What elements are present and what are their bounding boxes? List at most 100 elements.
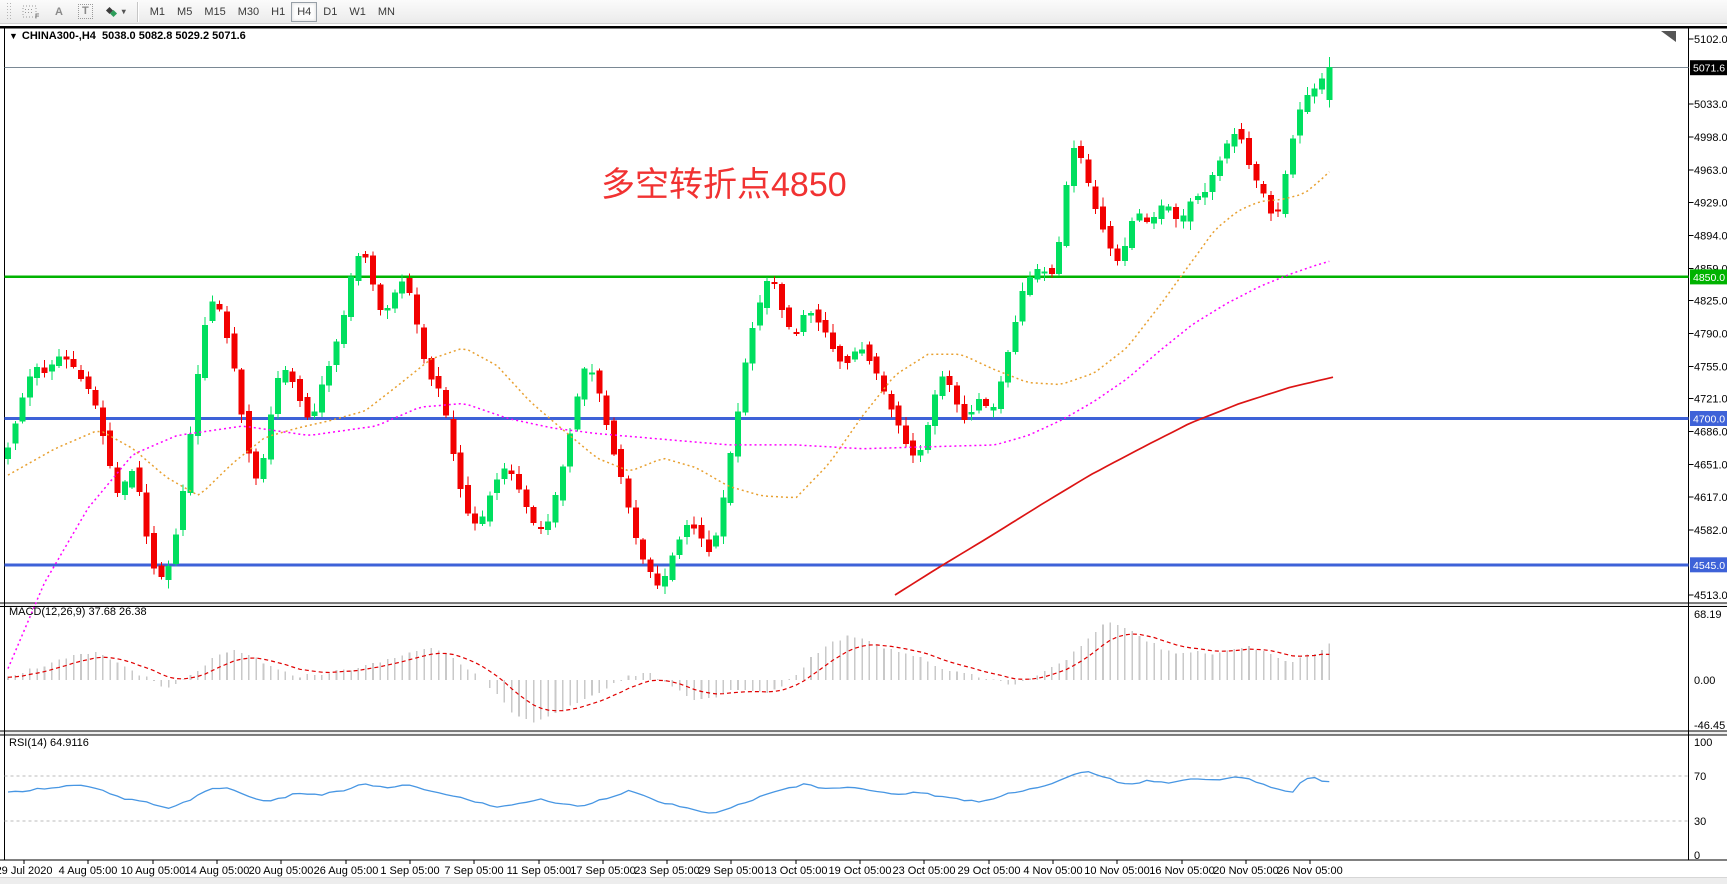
chart-canvas[interactable]: 5102.05033.04998.04963.04929.04894.04859… bbox=[0, 26, 1727, 884]
text-annotation[interactable]: 多空转折点4850 bbox=[601, 166, 847, 204]
dropdown-caret-icon: ▾ bbox=[121, 7, 126, 16]
candle-body bbox=[245, 410, 252, 454]
objects-icon[interactable]: ▾ bbox=[99, 2, 132, 22]
main-pane[interactable] bbox=[4, 28, 1689, 604]
candle-body bbox=[1289, 138, 1296, 175]
candle-body bbox=[1282, 173, 1289, 215]
candle-body bbox=[771, 281, 778, 284]
candle-body bbox=[333, 341, 340, 366]
date-label: 17 Sep 05:00 bbox=[570, 865, 635, 877]
price-tick-label: 4755.0 bbox=[1694, 362, 1727, 374]
candle-body bbox=[888, 393, 895, 410]
candle-body bbox=[370, 255, 376, 285]
candle-body bbox=[1297, 109, 1304, 136]
candle-body bbox=[70, 358, 77, 368]
candle-body bbox=[1107, 226, 1114, 249]
candle-body bbox=[1041, 271, 1048, 274]
candle-body bbox=[289, 371, 296, 383]
date-label: 14 Aug 05:00 bbox=[185, 865, 250, 877]
date-label: 26 Aug 05:00 bbox=[314, 865, 379, 877]
candle-body bbox=[1092, 186, 1099, 209]
timeframe-button-h4[interactable]: H4 bbox=[291, 1, 318, 22]
macd-tick-label: -46.45 bbox=[1694, 720, 1725, 732]
price-tag-text: 4545.0 bbox=[1693, 560, 1725, 572]
price-tag-5071.6 bbox=[1690, 60, 1727, 76]
candle-body bbox=[48, 364, 55, 372]
price-tag-text: 4850.0 bbox=[1693, 272, 1725, 284]
candle-body bbox=[63, 356, 70, 360]
text-box-icon[interactable]: T bbox=[72, 2, 99, 22]
timeframe-button-m15[interactable]: M15 bbox=[204, 5, 226, 18]
objects-icon-glyph bbox=[105, 6, 117, 17]
candle-body bbox=[669, 555, 676, 581]
macd-pane[interactable] bbox=[4, 606, 1689, 732]
candle-body bbox=[92, 390, 99, 406]
timeframe-button-d1[interactable]: D1 bbox=[323, 5, 338, 18]
candle-body bbox=[231, 333, 238, 369]
candle-body bbox=[829, 332, 836, 349]
date-label: 13 Oct 05:00 bbox=[765, 865, 828, 877]
candle-body bbox=[961, 403, 968, 421]
candle-body bbox=[844, 356, 851, 363]
timeframe-button-h1[interactable]: H1 bbox=[271, 5, 286, 18]
candle-body bbox=[589, 372, 595, 375]
candle-body bbox=[41, 367, 48, 373]
chart-shift-marker[interactable] bbox=[1661, 31, 1676, 42]
rsi-tick-label: 70 bbox=[1694, 771, 1706, 783]
price-tag-4545.0 bbox=[1690, 557, 1727, 573]
candle-body bbox=[508, 470, 515, 474]
candle-body bbox=[450, 418, 457, 454]
candle-body bbox=[143, 492, 150, 537]
rsi-line bbox=[7, 771, 1330, 814]
timeframe-buttons: M1 M5 M15 M30 H1 H4 D1 W1 MN bbox=[144, 1, 401, 22]
candle-body bbox=[1267, 195, 1274, 214]
timeframe-button-w1[interactable]: W1 bbox=[349, 5, 366, 18]
candle-body bbox=[85, 376, 92, 390]
candle-body bbox=[749, 328, 756, 364]
date-label: 23 Sep 05:00 bbox=[634, 865, 699, 877]
candle-body bbox=[165, 566, 172, 581]
candle-body bbox=[881, 375, 887, 392]
font-a-icon[interactable]: A bbox=[55, 5, 63, 18]
rsi-tick-label: 0 bbox=[1694, 850, 1700, 862]
candle-body bbox=[793, 332, 800, 335]
candle-body bbox=[632, 507, 639, 538]
frame-f-icon[interactable]: F bbox=[16, 2, 46, 22]
candle-body bbox=[851, 351, 858, 360]
candle-body bbox=[1238, 128, 1245, 140]
candle-body bbox=[501, 468, 508, 479]
candle-body bbox=[764, 281, 771, 309]
pane-separator bbox=[0, 603, 1727, 607]
candle-body bbox=[1063, 184, 1070, 247]
price-tick-label: 4825.0 bbox=[1694, 295, 1727, 307]
candle-body bbox=[735, 411, 741, 457]
candle-body bbox=[924, 425, 931, 451]
candle-body bbox=[26, 376, 33, 398]
candle-body bbox=[990, 406, 997, 411]
candle-body bbox=[172, 534, 179, 564]
timeframe-button-m1[interactable]: M1 bbox=[149, 5, 166, 18]
timeframe-button-mn[interactable]: MN bbox=[377, 5, 395, 18]
candle-body bbox=[56, 356, 63, 366]
candle-body bbox=[1027, 276, 1033, 295]
candle-body bbox=[194, 374, 201, 436]
rsi-pane[interactable] bbox=[4, 735, 1689, 860]
candle-body bbox=[910, 440, 917, 456]
price-tag-text: 5071.6 bbox=[1693, 63, 1725, 75]
timeframe-button-m5[interactable]: M5 bbox=[177, 5, 193, 18]
macd-tick-label: 0.00 bbox=[1694, 675, 1715, 687]
candle-body bbox=[1005, 352, 1012, 383]
candle-body bbox=[1151, 216, 1158, 224]
date-label: 7 Sep 05:00 bbox=[444, 865, 503, 877]
pane-separator bbox=[0, 731, 1727, 735]
candle-body bbox=[187, 434, 194, 494]
timeframe-button-m30[interactable]: M30 bbox=[237, 5, 260, 18]
candle-body bbox=[136, 467, 143, 492]
candle-body bbox=[516, 474, 522, 490]
candle-body bbox=[756, 302, 763, 326]
ma-orange-line bbox=[7, 171, 1330, 499]
candle-body bbox=[873, 356, 880, 374]
candle-body bbox=[1143, 217, 1150, 223]
toolbar-grip[interactable] bbox=[5, 2, 13, 21]
candle-body bbox=[1056, 242, 1063, 274]
